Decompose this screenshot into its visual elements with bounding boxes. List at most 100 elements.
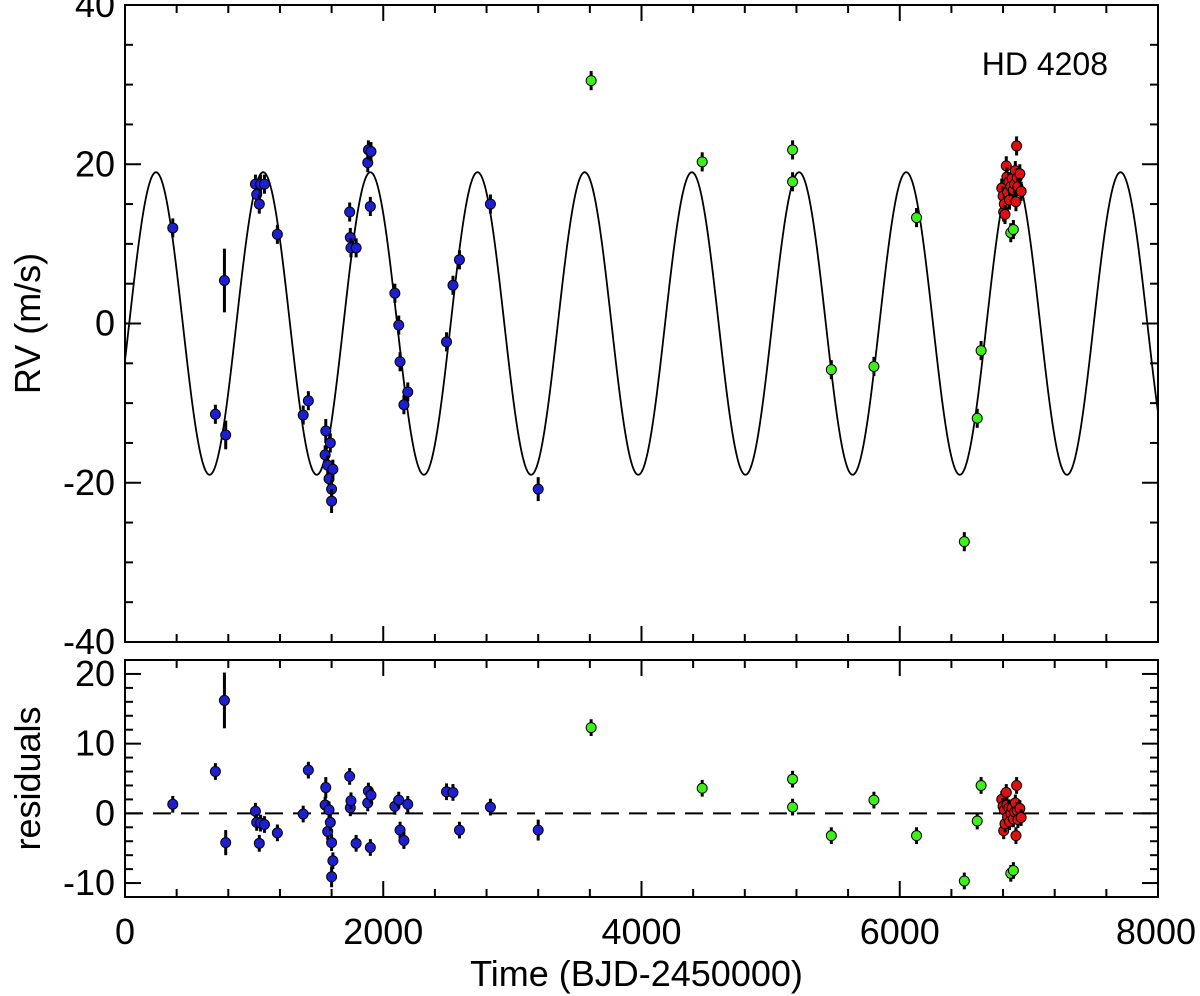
data-marker [911, 212, 923, 224]
rv-y-axis-label: RV (m/s) [7, 253, 48, 394]
residuals-plot-frame [124, 659, 1159, 898]
data-marker [324, 816, 336, 828]
data-marker [787, 773, 799, 785]
data-point [398, 395, 410, 415]
data-marker [787, 144, 799, 156]
data-point [1015, 181, 1027, 201]
data-point [320, 777, 332, 799]
data-marker [585, 75, 597, 87]
data-point [365, 141, 377, 162]
data-marker [320, 425, 332, 437]
data-marker [344, 770, 356, 782]
data-point [971, 812, 983, 830]
data-point [585, 71, 597, 91]
data-point [389, 283, 401, 303]
data-marker [825, 830, 837, 842]
y-tick-label: -10 [63, 862, 115, 903]
data-point [825, 827, 837, 845]
data-marker [344, 206, 356, 218]
data-marker [484, 198, 496, 210]
data-point [297, 805, 309, 823]
series-instrument-red [996, 777, 1027, 845]
data-marker [1007, 224, 1019, 236]
data-marker [258, 819, 270, 831]
data-marker [825, 364, 837, 376]
data-point [787, 770, 799, 788]
data-point [825, 360, 837, 380]
residuals-points [167, 672, 1027, 890]
data-marker [1010, 830, 1022, 842]
series-instrument-green [585, 71, 1019, 552]
data-marker [394, 356, 406, 368]
data-point [787, 172, 799, 192]
data-point [971, 408, 983, 428]
residuals-y-tick-labels: -10 0 10 20 [63, 653, 115, 903]
series-instrument-green [585, 719, 1019, 890]
x-tick-label: 8000 [1116, 911, 1196, 952]
data-marker [971, 815, 983, 827]
data-marker [787, 801, 799, 813]
data-marker [297, 409, 309, 421]
data-marker [1014, 168, 1026, 180]
data-marker [398, 399, 410, 411]
data-marker [1011, 779, 1023, 791]
data-point [394, 352, 406, 372]
y-tick-label: 40 [75, 0, 115, 25]
data-marker [327, 855, 339, 867]
residuals-panel: -10 0 10 20 residuals [7, 653, 1159, 903]
data-marker [532, 483, 544, 495]
data-point [911, 827, 923, 845]
data-point [484, 194, 496, 214]
data-marker [393, 794, 405, 806]
y-tick-label: 20 [75, 143, 115, 184]
data-point [344, 202, 356, 222]
data-point [209, 404, 221, 424]
x-tick-labels: 0 2000 4000 6000 8000 [115, 911, 1196, 952]
data-point [696, 779, 708, 797]
data-point [1011, 777, 1023, 794]
data-marker [696, 782, 708, 794]
data-point [209, 763, 221, 780]
data-point [344, 768, 356, 785]
data-marker [453, 824, 465, 836]
data-marker [1015, 812, 1027, 824]
rv-plot-frame [124, 4, 1159, 643]
data-point [345, 792, 357, 810]
y-tick-label: 20 [75, 653, 115, 694]
data-point [218, 672, 230, 729]
data-point [447, 784, 459, 801]
data-point [326, 834, 338, 851]
data-point [868, 791, 880, 809]
data-point [364, 839, 376, 856]
data-marker [167, 222, 179, 234]
y-tick-label: 0 [95, 792, 115, 833]
x-axis-label: Time (BJD-2450000) [470, 953, 803, 994]
data-marker [218, 275, 230, 287]
data-marker [218, 694, 230, 706]
data-point [320, 419, 332, 443]
data-marker [365, 789, 377, 801]
data-marker [323, 804, 335, 816]
data-point [532, 819, 544, 841]
data-point [167, 218, 179, 238]
x-tick-label: 2000 [343, 911, 423, 952]
data-marker [302, 764, 314, 776]
data-point [975, 777, 987, 794]
data-point [271, 224, 283, 244]
y-tick-label: 0 [95, 303, 115, 344]
series-instrument-blue [167, 672, 544, 888]
data-marker [975, 779, 987, 791]
data-point [326, 866, 338, 888]
data-point [453, 821, 465, 839]
data-point [1015, 809, 1027, 826]
data-point [271, 824, 283, 842]
residuals-ticks [124, 659, 1159, 898]
data-marker [398, 835, 410, 847]
data-marker [1011, 140, 1023, 152]
rv-y-tick-labels: -40 -20 0 20 40 [63, 0, 115, 662]
data-point [453, 250, 465, 270]
data-marker [327, 463, 339, 475]
series-instrument-blue [167, 140, 544, 514]
data-marker [326, 837, 338, 849]
